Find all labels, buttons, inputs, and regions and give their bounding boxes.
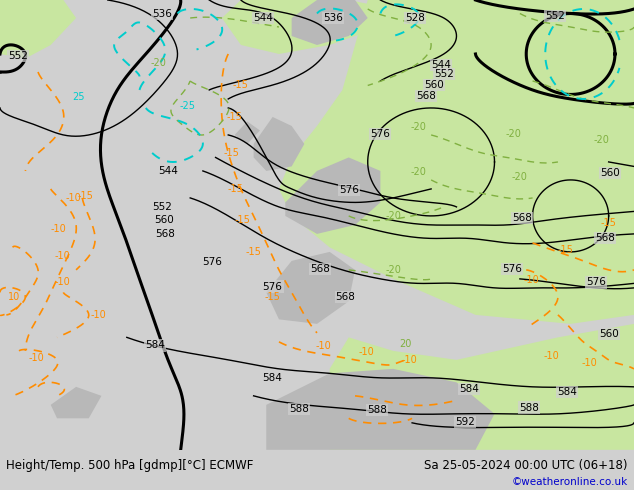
Text: -20: -20 <box>410 167 427 177</box>
Text: -10: -10 <box>55 251 70 261</box>
Polygon shape <box>292 0 368 45</box>
Text: -10: -10 <box>359 347 374 357</box>
Text: 588: 588 <box>367 405 387 415</box>
Text: 568: 568 <box>155 229 175 239</box>
Text: -25: -25 <box>179 101 195 111</box>
Text: -15: -15 <box>223 148 240 158</box>
Text: -20: -20 <box>410 122 427 132</box>
Polygon shape <box>51 387 101 418</box>
Text: -15: -15 <box>77 191 94 201</box>
Text: 588: 588 <box>519 403 540 413</box>
Text: 560: 560 <box>153 216 174 225</box>
Text: 552: 552 <box>8 51 28 61</box>
Text: ©weatheronline.co.uk: ©weatheronline.co.uk <box>512 477 628 487</box>
Text: 568: 568 <box>416 91 436 101</box>
Text: 20: 20 <box>399 339 412 349</box>
Text: -10: -10 <box>544 351 559 361</box>
Text: -10: -10 <box>91 310 106 320</box>
Text: 584: 584 <box>459 384 479 394</box>
Text: 25: 25 <box>72 92 85 102</box>
Text: 528: 528 <box>405 13 425 23</box>
Text: -20: -20 <box>385 211 401 221</box>
Text: -15: -15 <box>600 218 617 228</box>
Polygon shape <box>266 369 495 450</box>
Text: -20: -20 <box>150 58 167 68</box>
Text: 568: 568 <box>595 233 616 244</box>
Text: 10: 10 <box>8 292 20 302</box>
Text: 544: 544 <box>430 60 451 70</box>
Text: 568: 568 <box>310 264 330 273</box>
Text: -10: -10 <box>65 193 81 203</box>
Text: 544: 544 <box>253 13 273 23</box>
Text: -10: -10 <box>51 224 66 234</box>
Text: 560: 560 <box>424 79 444 90</box>
Text: 576: 576 <box>262 282 283 292</box>
Polygon shape <box>254 117 304 171</box>
Text: 544: 544 <box>158 166 178 176</box>
Text: -15: -15 <box>264 292 281 302</box>
Text: -20: -20 <box>593 135 609 146</box>
Text: -15: -15 <box>245 247 262 257</box>
Text: 576: 576 <box>202 257 223 267</box>
Text: 576: 576 <box>370 129 391 139</box>
Text: 560: 560 <box>600 168 620 178</box>
Text: -10: -10 <box>401 355 417 365</box>
Text: 560: 560 <box>598 329 619 339</box>
Text: 552: 552 <box>434 69 454 79</box>
Text: -15: -15 <box>228 184 244 194</box>
Text: 592: 592 <box>455 417 475 427</box>
Text: 552: 552 <box>152 202 172 212</box>
Polygon shape <box>285 157 380 234</box>
Text: -10: -10 <box>524 275 539 285</box>
Polygon shape <box>279 0 634 324</box>
Text: -10: -10 <box>55 277 70 288</box>
Text: -10: -10 <box>29 353 44 363</box>
Text: 552: 552 <box>545 11 565 21</box>
Text: -10: -10 <box>316 342 331 351</box>
Polygon shape <box>235 122 260 144</box>
Text: -20: -20 <box>512 172 528 182</box>
Text: 568: 568 <box>335 292 356 302</box>
Text: 576: 576 <box>502 264 522 274</box>
Polygon shape <box>266 252 355 324</box>
Text: -15: -15 <box>233 80 249 91</box>
Text: -15: -15 <box>226 112 243 122</box>
Polygon shape <box>222 0 393 54</box>
Text: -15: -15 <box>234 216 250 225</box>
Text: 568: 568 <box>512 213 532 223</box>
Text: 536: 536 <box>323 13 343 23</box>
Text: Height/Temp. 500 hPa [gdmp][°C] ECMWF: Height/Temp. 500 hPa [gdmp][°C] ECMWF <box>6 460 254 472</box>
Polygon shape <box>330 324 634 450</box>
Text: -20: -20 <box>505 129 522 139</box>
Polygon shape <box>0 0 76 58</box>
Text: 584: 584 <box>262 373 283 383</box>
Text: 576: 576 <box>339 185 359 195</box>
Text: 536: 536 <box>152 9 172 20</box>
Text: 584: 584 <box>145 341 165 350</box>
Text: -10: -10 <box>582 359 597 368</box>
Text: 588: 588 <box>289 404 309 415</box>
Text: -15: -15 <box>557 245 574 255</box>
Text: 584: 584 <box>557 387 578 397</box>
Text: -20: -20 <box>385 265 401 275</box>
Text: Sa 25-05-2024 00:00 UTC (06+18): Sa 25-05-2024 00:00 UTC (06+18) <box>424 460 628 472</box>
Text: 576: 576 <box>586 277 606 288</box>
